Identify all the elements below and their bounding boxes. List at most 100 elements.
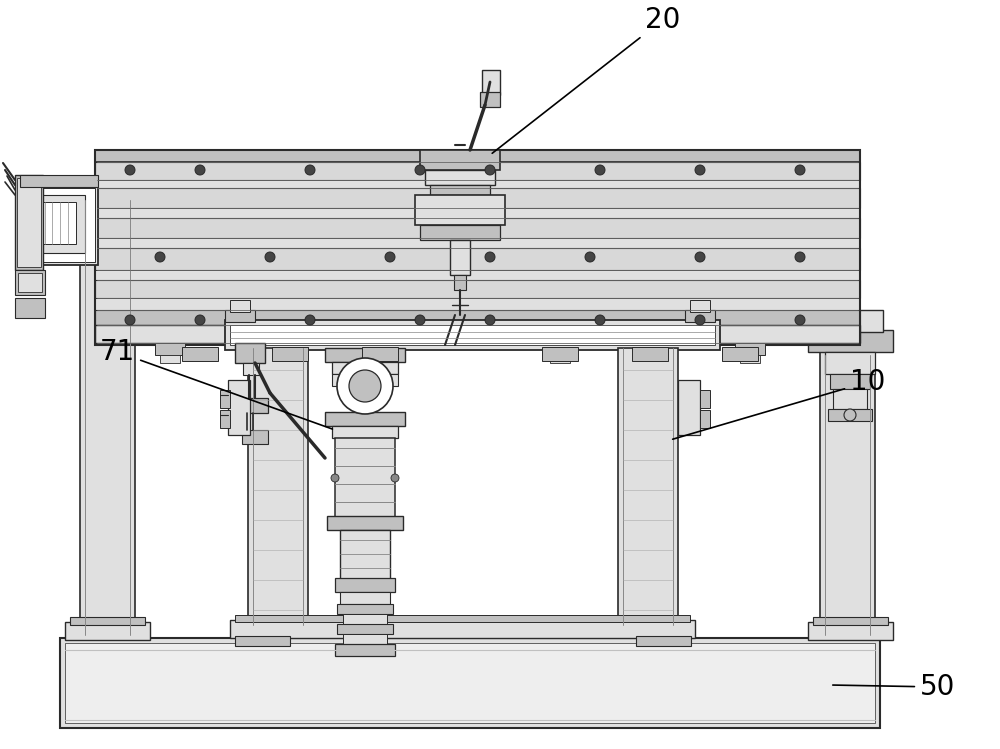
Circle shape (125, 315, 135, 325)
Bar (240, 398, 268, 413)
Bar (430, 185, 490, 195)
Bar (95, 298, 860, 310)
Bar (820, 350, 875, 640)
Text: 50: 50 (833, 673, 955, 701)
Circle shape (391, 474, 399, 482)
Circle shape (195, 165, 205, 175)
Bar (335, 578, 395, 592)
Circle shape (331, 474, 339, 482)
Circle shape (125, 165, 135, 175)
Bar (228, 380, 250, 435)
Bar (700, 410, 710, 428)
Circle shape (485, 315, 495, 325)
Circle shape (385, 252, 395, 262)
Circle shape (595, 315, 605, 325)
Bar (182, 347, 218, 361)
Bar (80, 195, 135, 640)
Bar (454, 275, 466, 290)
Circle shape (485, 252, 495, 262)
Bar (335, 343, 365, 355)
Bar (645, 343, 675, 355)
Bar (95, 325, 860, 343)
Bar (230, 325, 715, 345)
Bar (415, 195, 505, 225)
Bar (545, 343, 575, 355)
Bar (480, 92, 500, 107)
Circle shape (337, 358, 393, 414)
Bar (230, 620, 695, 638)
Bar (160, 355, 180, 363)
Circle shape (485, 165, 495, 175)
Bar (618, 348, 678, 628)
Bar (335, 438, 395, 518)
Bar (332, 426, 398, 438)
Bar (250, 355, 270, 363)
Bar (95, 188, 860, 208)
Circle shape (305, 315, 315, 325)
Bar (95, 280, 860, 298)
Bar (700, 390, 710, 408)
Bar (420, 150, 500, 170)
Circle shape (349, 370, 381, 402)
Circle shape (695, 252, 705, 262)
Bar (340, 592, 390, 604)
Bar (155, 343, 185, 355)
Circle shape (155, 252, 165, 262)
Bar (340, 355, 360, 363)
Bar (95, 218, 860, 238)
Bar (808, 622, 893, 640)
Bar (95, 248, 860, 270)
Bar (335, 644, 395, 656)
Bar (65, 643, 875, 723)
Circle shape (844, 409, 856, 421)
Bar (362, 347, 398, 361)
Bar (225, 310, 255, 322)
Bar (70, 617, 145, 625)
Bar (95, 310, 860, 325)
Bar (327, 516, 403, 530)
Bar (343, 614, 387, 624)
Circle shape (695, 315, 705, 325)
Bar (325, 348, 405, 362)
Bar (60, 638, 880, 728)
Bar (95, 162, 860, 180)
Bar (340, 530, 390, 580)
Bar (808, 330, 893, 352)
Bar (95, 208, 860, 218)
Bar (325, 412, 405, 426)
Bar (735, 343, 765, 355)
Bar (242, 430, 268, 444)
Bar (833, 389, 867, 409)
Bar (95, 180, 860, 188)
Text: 71: 71 (100, 338, 332, 429)
Bar (23, 188, 95, 262)
Bar (15, 175, 43, 270)
Text: 20: 20 (492, 6, 680, 154)
Bar (343, 634, 387, 646)
Bar (685, 310, 715, 322)
Circle shape (595, 165, 605, 175)
Bar (17, 178, 41, 267)
Bar (482, 70, 500, 95)
Bar (38, 202, 76, 244)
Bar (420, 225, 500, 240)
Bar (20, 175, 98, 187)
Bar (95, 238, 860, 248)
Bar (235, 343, 265, 363)
Bar (825, 352, 875, 374)
Bar (690, 300, 710, 312)
Circle shape (305, 165, 315, 175)
Bar (425, 170, 495, 185)
Bar (235, 636, 290, 646)
Bar (830, 374, 870, 389)
Bar (740, 355, 760, 363)
Bar (20, 185, 98, 265)
Circle shape (195, 315, 205, 325)
Bar (337, 624, 393, 634)
Bar (337, 604, 393, 614)
Bar (220, 390, 230, 408)
Bar (230, 300, 250, 312)
Bar (650, 355, 670, 363)
Circle shape (415, 315, 425, 325)
Bar (235, 615, 690, 622)
